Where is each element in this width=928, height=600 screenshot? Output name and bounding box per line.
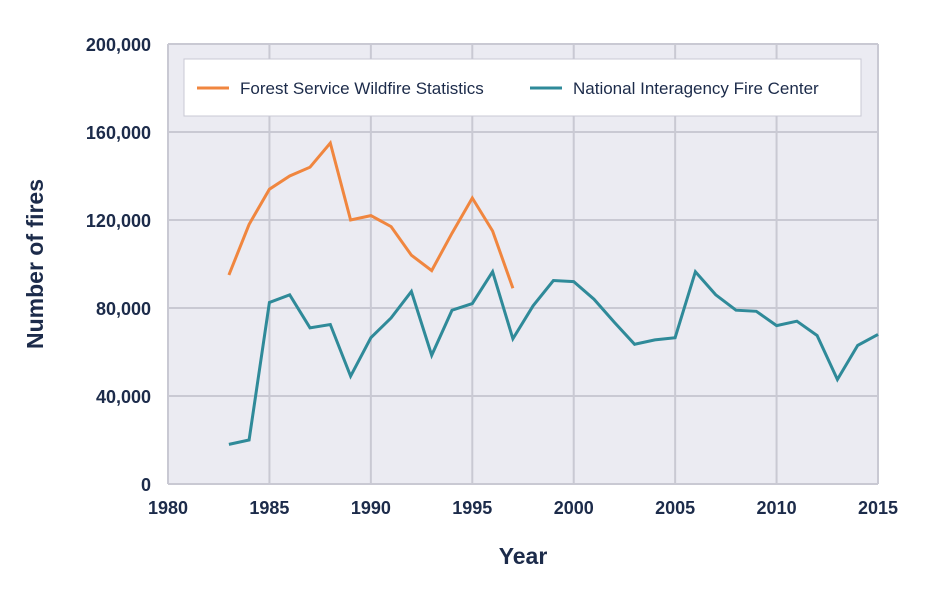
x-tick-label: 1990 — [351, 498, 391, 518]
x-tick-label: 2010 — [757, 498, 797, 518]
y-tick-label: 200,000 — [86, 35, 151, 55]
x-tick-label: 2005 — [655, 498, 695, 518]
x-axis-title: Year — [499, 543, 548, 569]
y-axis-ticks: 0 40,000 80,000 120,000 160,000 200,000 — [86, 35, 151, 495]
series-line-1 — [228, 268, 879, 446]
y-tick-label: 40,000 — [96, 387, 151, 407]
legend-label-nifc: National Interagency Fire Center — [573, 79, 819, 98]
x-tick-label: 1980 — [148, 498, 188, 518]
y-tick-label: 0 — [141, 475, 151, 495]
x-tick-label: 1985 — [249, 498, 289, 518]
series-lines — [227, 139, 879, 446]
y-tick-label: 120,000 — [86, 211, 151, 231]
y-tick-label: 80,000 — [96, 299, 151, 319]
y-axis-title: Number of fires — [22, 179, 48, 349]
x-tick-label: 1995 — [452, 498, 492, 518]
series-line-0 — [227, 139, 515, 289]
legend-label-forest-service: Forest Service Wildfire Statistics — [240, 79, 484, 98]
y-tick-label: 160,000 — [86, 123, 151, 143]
legend: Forest Service Wildfire Statistics Natio… — [183, 58, 862, 117]
x-axis-ticks: 1980 1985 1990 1995 2000 2005 2010 2015 — [148, 498, 898, 518]
x-tick-label: 2000 — [554, 498, 594, 518]
plot-area — [168, 44, 878, 484]
x-tick-label: 2015 — [858, 498, 898, 518]
grid-lines — [167, 43, 879, 485]
legend-box — [183, 58, 862, 117]
